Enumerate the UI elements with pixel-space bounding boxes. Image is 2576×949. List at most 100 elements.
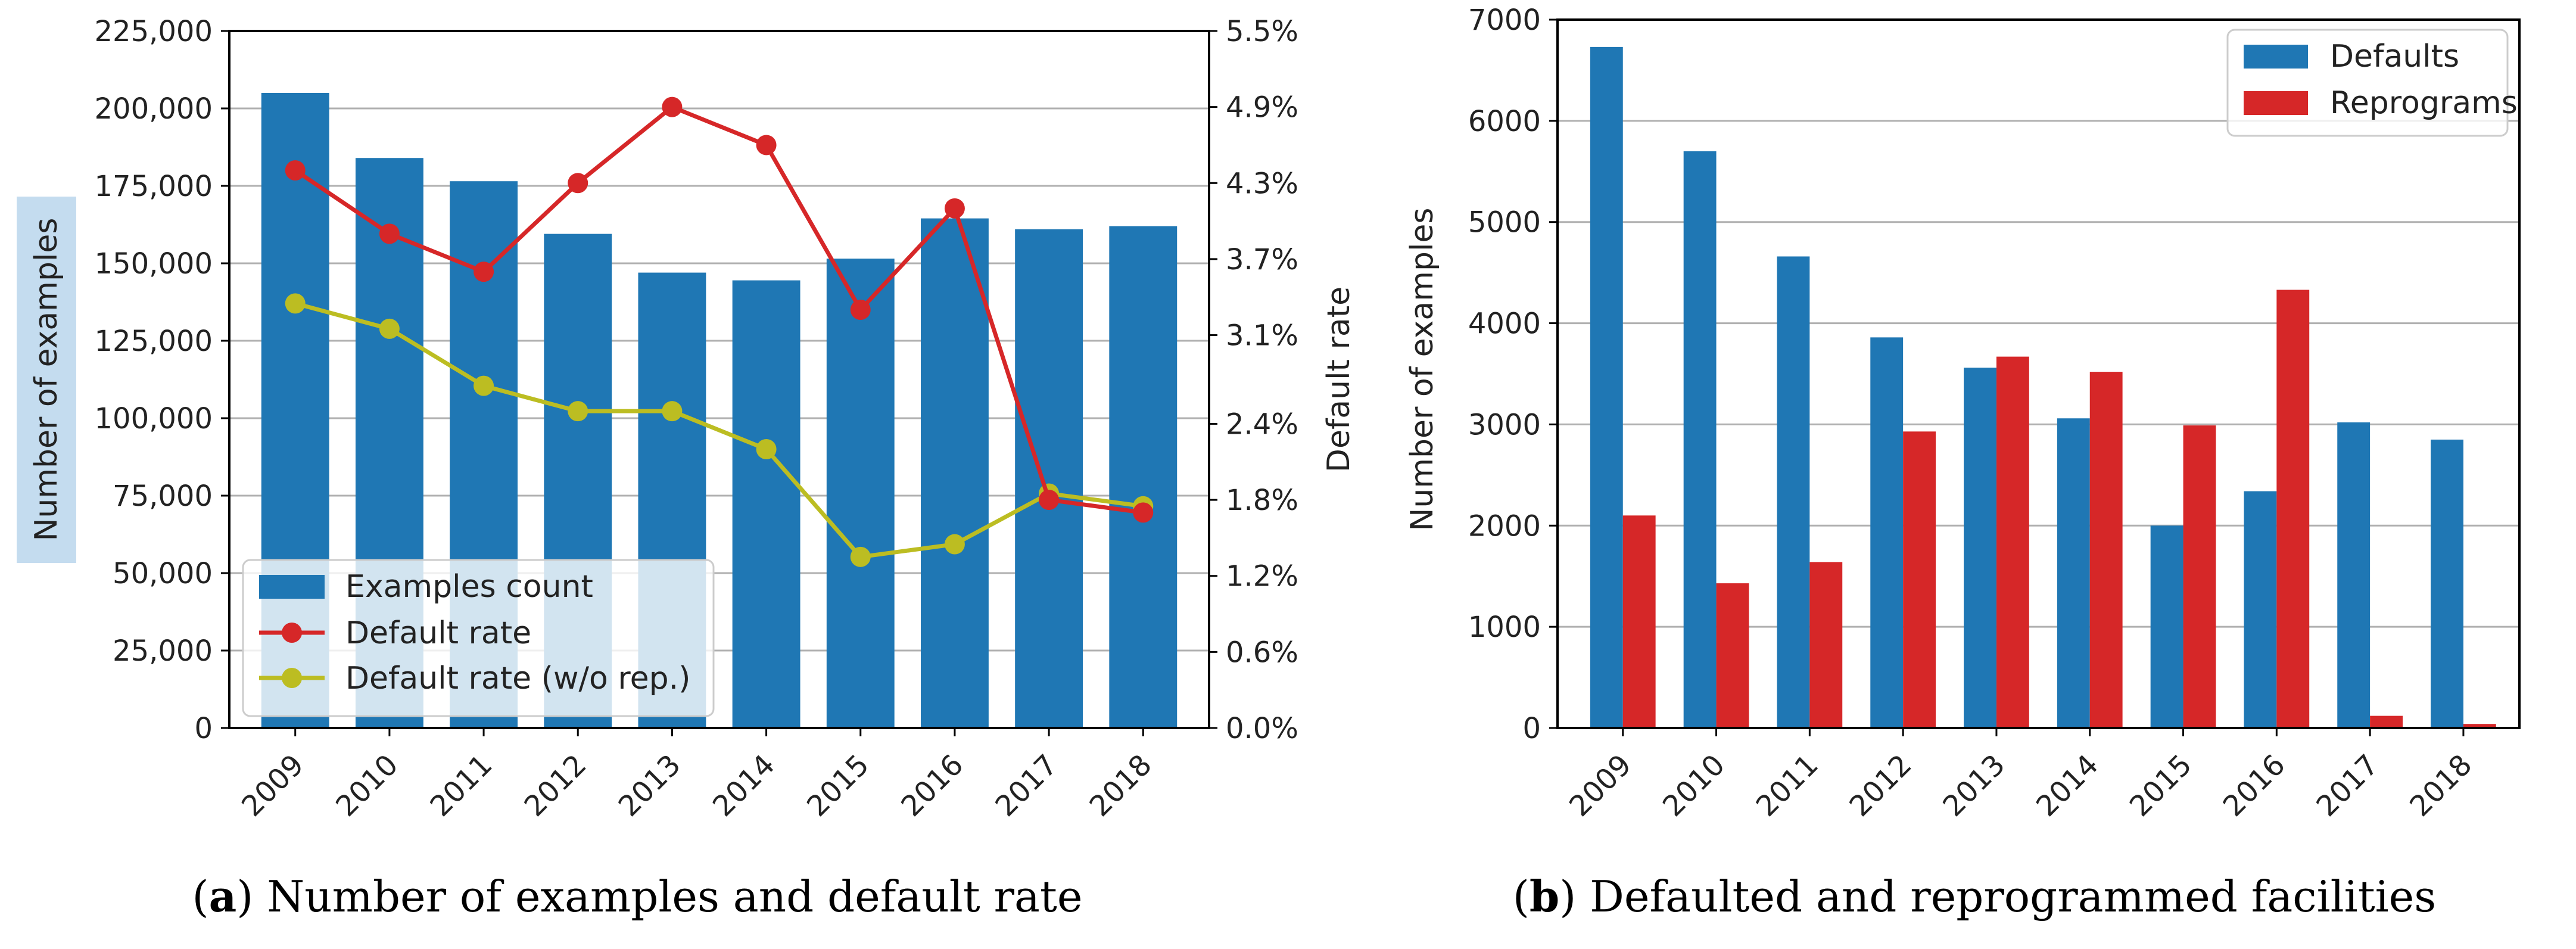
xtick-label-b: 2012 xyxy=(1843,748,1918,823)
line-default-rate-w-o-rep xyxy=(294,301,1144,559)
xtick-label-a: 2012 xyxy=(518,748,593,823)
xtick-label-a: 2013 xyxy=(612,748,687,823)
xtick-label-b: 2009 xyxy=(1563,748,1638,823)
point-default-rate-w-o-rep xyxy=(944,534,965,555)
bar-reprograms xyxy=(1809,562,1843,728)
point-default-rate xyxy=(285,160,306,181)
legend-a: Examples count Default rate Default rate (… xyxy=(242,559,715,717)
caption-b: (b) Defaulted and reprogrammed facilitie… xyxy=(1513,871,2436,922)
legend-label-default-rate: Default rate xyxy=(345,615,531,651)
xtick-label-a: 2014 xyxy=(706,748,781,823)
xtick-label-a: 2011 xyxy=(423,748,499,823)
point-default-rate xyxy=(756,135,777,155)
legend-label-reprograms: Reprograms xyxy=(2330,85,2518,121)
ytick-label-a: 100,000 xyxy=(95,402,213,435)
point-default-rate xyxy=(379,223,400,244)
bar-reprograms xyxy=(1716,583,1749,728)
bar-reprograms xyxy=(2463,724,2496,728)
caption-a: (a) Number of examples and default rate xyxy=(192,871,1083,922)
xtick-label-b: 2016 xyxy=(2217,748,2292,823)
ytick-label-b: 2000 xyxy=(1468,509,1541,543)
ytick-label-a: 150,000 xyxy=(95,247,213,281)
xtick-label-a: 2017 xyxy=(989,748,1064,823)
legend-label-examples-count: Examples count xyxy=(345,569,593,605)
y2tick-label-a: 5.5% xyxy=(1226,15,1298,48)
point-default-rate-w-o-rep xyxy=(756,439,777,459)
ytick-label-a: 225,000 xyxy=(95,15,213,48)
point-default-rate xyxy=(568,173,588,194)
xtick-label-b: 2015 xyxy=(2123,748,2198,823)
y2tick-label-a: 4.9% xyxy=(1226,91,1298,125)
bar-defaults xyxy=(2244,491,2277,728)
xtick-label-a: 2010 xyxy=(329,748,404,823)
ytick-label-a: 200,000 xyxy=(95,92,213,126)
xtick-label-a: 2018 xyxy=(1083,748,1158,823)
point-default-rate xyxy=(1039,490,1060,511)
legend-label-default-rate-w-o-rep: Default rate (w/o rep.) xyxy=(345,661,690,696)
bar-examples-count xyxy=(826,259,895,728)
legend-swatch-defaults xyxy=(2244,45,2308,69)
xtick-label-b: 2013 xyxy=(1936,748,2011,823)
ylabel-a: Number of examples xyxy=(29,218,64,542)
bar-reprograms xyxy=(2183,425,2216,728)
ytick-label-b: 3000 xyxy=(1468,408,1541,441)
bar-defaults xyxy=(1870,337,1904,728)
ytick-label-b: 7000 xyxy=(1468,4,1541,37)
point-default-rate xyxy=(944,198,965,219)
y2tick-label-a: 4.3% xyxy=(1226,167,1298,200)
bar-reprograms xyxy=(1622,515,1656,728)
point-default-rate xyxy=(662,97,683,117)
bar-defaults xyxy=(1683,151,1717,729)
bar-reprograms xyxy=(2089,372,2123,728)
bar-reprograms xyxy=(2276,290,2310,729)
legend-swatch-examples-count xyxy=(259,575,325,599)
xtick-label-b: 2014 xyxy=(2030,748,2105,823)
legend-marker-default-rate xyxy=(282,623,302,643)
ytick-label-a: 50,000 xyxy=(113,557,213,590)
bar-reprograms xyxy=(1903,431,1936,728)
y2tick-label-a: 3.1% xyxy=(1226,319,1298,353)
xtick-label-a: 2016 xyxy=(895,748,970,823)
plot-frame-b xyxy=(1556,18,2521,729)
bar-examples-count xyxy=(1109,226,1178,729)
bar-examples-count xyxy=(920,218,989,729)
ytick-label-b: 4000 xyxy=(1468,307,1541,341)
bar-defaults xyxy=(1964,368,1996,728)
y2tick-label-a: 1.8% xyxy=(1226,484,1298,517)
ytick-label-a: 25,000 xyxy=(113,634,213,668)
point-default-rate-w-o-rep xyxy=(285,293,306,314)
caption-a-letter: a xyxy=(209,871,237,922)
y2label-a: Default rate xyxy=(1321,287,1357,472)
ytick-label-a: 0 xyxy=(194,712,213,745)
bar-examples-count xyxy=(732,280,800,729)
point-default-rate-w-o-rep xyxy=(850,546,871,567)
bar-defaults xyxy=(2337,422,2371,728)
xtick-label-b: 2011 xyxy=(1750,748,1825,823)
y2tick-label-a: 0.6% xyxy=(1226,636,1298,669)
point-default-rate-w-o-rep xyxy=(474,375,494,396)
bar-defaults xyxy=(2057,418,2090,728)
y2tick-label-a: 1.2% xyxy=(1226,560,1298,593)
point-default-rate xyxy=(1133,502,1154,523)
ytick-label-a: 125,000 xyxy=(95,325,213,358)
ylabel-highlight-a xyxy=(17,197,76,563)
point-default-rate xyxy=(850,300,871,320)
caption-a-text: Number of examples and default rate xyxy=(267,872,1082,922)
caption-b-text: Defaulted and reprogrammed facilities xyxy=(1590,872,2436,922)
point-default-rate-w-o-rep xyxy=(379,318,400,339)
y2tick-label-a: 3.7% xyxy=(1226,243,1298,276)
ytick-label-b: 6000 xyxy=(1468,105,1541,138)
ytick-label-a: 175,000 xyxy=(95,170,213,203)
xtick-label-b: 2018 xyxy=(2403,748,2478,823)
legend-marker-default-rate-w-o-rep xyxy=(282,668,302,688)
caption-b-letter: b xyxy=(1530,871,1559,922)
legend-box-a xyxy=(242,559,715,717)
ylabel-b: Number of examples xyxy=(1404,208,1440,531)
bar-reprograms xyxy=(1996,356,2029,728)
bar-defaults xyxy=(1777,256,1810,729)
bar-reprograms xyxy=(2370,715,2403,728)
y2tick-label-a: 2.4% xyxy=(1226,407,1298,441)
legend-label-defaults: Defaults xyxy=(2330,39,2459,74)
ytick-label-b: 5000 xyxy=(1468,206,1541,239)
xtick-label-a: 2009 xyxy=(235,748,310,823)
